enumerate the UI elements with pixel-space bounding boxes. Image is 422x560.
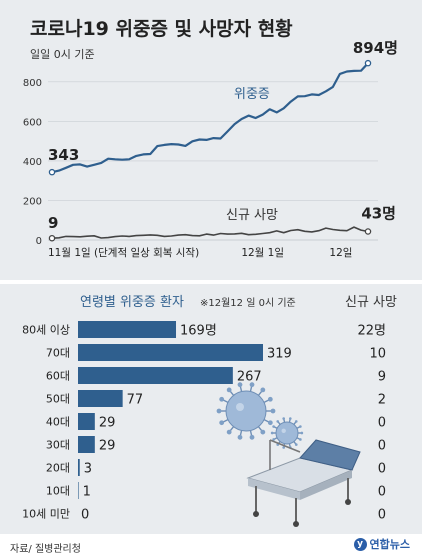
x-tick-label: 11월 1일 (단계적 일상 회복 시작) xyxy=(48,246,199,259)
bar-chart-title: 연령별 위중증 환자 xyxy=(80,295,184,310)
deaths-column-header: 신규 사망 xyxy=(345,295,397,310)
bar-value-label: 0 xyxy=(81,508,89,523)
logo-text: 연합뉴스 xyxy=(369,538,410,551)
line-chart: 0 200 400 600 800 11월 1일 (단계적 일상 회복 시작) 12월 1일… xyxy=(23,39,398,259)
category-label: 50대 xyxy=(46,393,70,406)
category-label: 80세 이상 xyxy=(22,324,70,337)
series-label: 신규 사망 xyxy=(226,208,278,223)
deaths-value: 10 xyxy=(369,347,386,362)
bar-value-label: 1 xyxy=(83,485,91,500)
bar xyxy=(78,390,123,407)
y-tick-label: 600 xyxy=(23,117,42,128)
series-line-1 xyxy=(51,226,369,239)
hospital-bed-icon xyxy=(246,439,361,527)
deaths-value: 0 xyxy=(378,439,386,454)
bar xyxy=(78,344,263,361)
y-tick-label: 400 xyxy=(23,157,42,168)
bar-value-label: 169명 xyxy=(180,324,217,339)
age-panel xyxy=(0,284,422,534)
deaths-value: 9 xyxy=(378,370,386,385)
deaths-value: 0 xyxy=(378,485,386,500)
end-value-label: 43명 xyxy=(361,204,396,222)
category-label: 70대 xyxy=(46,347,70,360)
deaths-value: 22명 xyxy=(357,324,386,339)
trend-panel xyxy=(0,0,422,280)
y-tick-label: 200 xyxy=(23,196,42,207)
deaths-value: 0 xyxy=(378,508,386,523)
y-tick-label: 800 xyxy=(23,78,42,89)
bar-value-label: 29 xyxy=(99,439,116,454)
bar xyxy=(78,436,95,453)
category-label: 30대 xyxy=(46,439,70,452)
deaths-value: 0 xyxy=(378,416,386,431)
y-tick-label: 0 xyxy=(36,236,42,247)
bar-chart-note: ※12월12 일 0시 기준 xyxy=(200,297,296,309)
bar-value-label: 319 xyxy=(267,347,292,362)
bar-value-label: 29 xyxy=(99,416,116,431)
category-label: 40대 xyxy=(46,416,70,429)
series-start-point xyxy=(48,234,56,242)
page-title: 코로나19 위중증 및 사망자 현황 xyxy=(30,18,293,40)
end-value-label: 894명 xyxy=(353,39,398,57)
category-label: 20대 xyxy=(46,462,70,475)
bar xyxy=(78,482,79,499)
category-label: 10대 xyxy=(46,485,70,498)
bar-value-label: 267 xyxy=(237,370,262,385)
start-value-label: 343 xyxy=(48,146,79,164)
series-line-0 xyxy=(51,62,369,174)
bar xyxy=(78,459,80,476)
category-label: 10세 미만 xyxy=(22,508,70,521)
logo-icon: y xyxy=(353,537,367,551)
bar xyxy=(78,413,95,430)
series-end-point xyxy=(364,59,372,67)
source-note: 자료/ 질병관리청 xyxy=(10,544,81,555)
bar-value-label: 77 xyxy=(127,393,144,408)
series-label: 위중증 xyxy=(234,87,270,102)
deaths-value: 0 xyxy=(378,462,386,477)
category-label: 60대 xyxy=(46,370,70,383)
series-end-point xyxy=(364,228,372,235)
bar xyxy=(78,321,177,338)
news-logo: y 연합뉴스 xyxy=(353,536,410,552)
virus-icon xyxy=(216,382,276,440)
deaths-value: 2 xyxy=(378,393,386,408)
bar xyxy=(78,367,233,384)
page-subtitle: 일일 0시 기준 xyxy=(30,48,95,61)
bar-value-label: 3 xyxy=(84,462,92,477)
x-tick-label: 12일 xyxy=(329,246,352,259)
virus-icon xyxy=(270,417,304,449)
start-value-label: 9 xyxy=(48,214,58,232)
series-start-point xyxy=(48,168,56,176)
x-tick-label: 12월 1일 xyxy=(241,246,284,259)
